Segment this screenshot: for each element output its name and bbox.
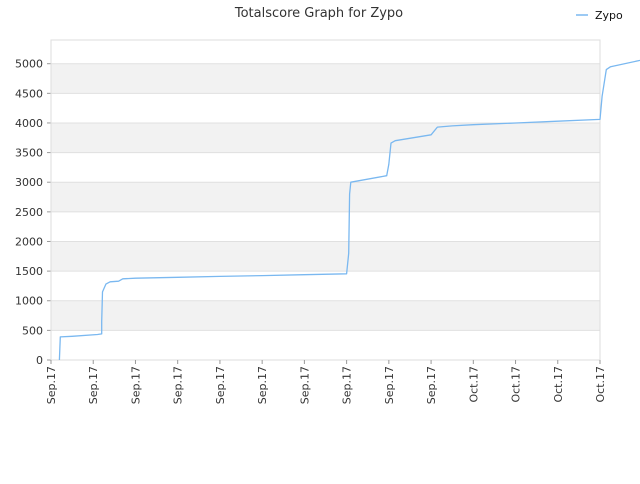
y-tick-label: 3500 (15, 147, 43, 160)
x-tick-label: Sep.17 (341, 366, 354, 404)
grid-band (51, 300, 600, 331)
x-tick-label: Sep.17 (172, 366, 185, 404)
x-tick-label: Sep.17 (383, 366, 396, 404)
plot-border (50, 39, 601, 361)
y-tick-label: 5000 (15, 58, 43, 71)
grid-band (51, 241, 600, 272)
x-tick-label: Sep.17 (256, 366, 269, 404)
y-tick-label: 4500 (15, 87, 43, 100)
y-tick-label: 0 (36, 354, 43, 367)
grid-band (51, 63, 600, 94)
y-tick-label: 4000 (15, 117, 43, 130)
y-tick-label: 2000 (15, 235, 43, 248)
x-tick-label: Oct.17 (552, 366, 565, 403)
grid-band (51, 122, 600, 153)
series-line (58, 59, 640, 361)
legend: Zypo (576, 9, 623, 22)
y-tick-label: 3000 (15, 176, 43, 189)
x-tick-label: Sep.17 (87, 366, 100, 404)
x-tick-label: Oct.17 (467, 366, 480, 403)
x-tick-label: Sep.17 (45, 366, 58, 404)
plot-area: 0 500 1000 1500 2000 2500 3000 3500 4000 4500 5000… (15, 39, 640, 404)
x-tick-label: Oct.17 (594, 366, 607, 403)
y-tick-label: 2500 (15, 206, 43, 219)
x-tick-label: Sep.17 (298, 366, 311, 404)
y-tick-label: 500 (22, 324, 43, 337)
chart-title: Totalscore Graph for Zypo (234, 6, 403, 21)
x-tick-label: Sep.17 (425, 366, 438, 404)
legend-label: Zypo (595, 9, 623, 22)
x-tick-label: Sep.17 (214, 366, 227, 404)
grid-band (51, 182, 600, 212)
x-tick-label: Oct.17 (510, 366, 523, 403)
y-tick-label: 1500 (15, 265, 43, 278)
y-tick-label: 1000 (15, 295, 43, 308)
x-tick-label: Sep.17 (129, 366, 142, 404)
